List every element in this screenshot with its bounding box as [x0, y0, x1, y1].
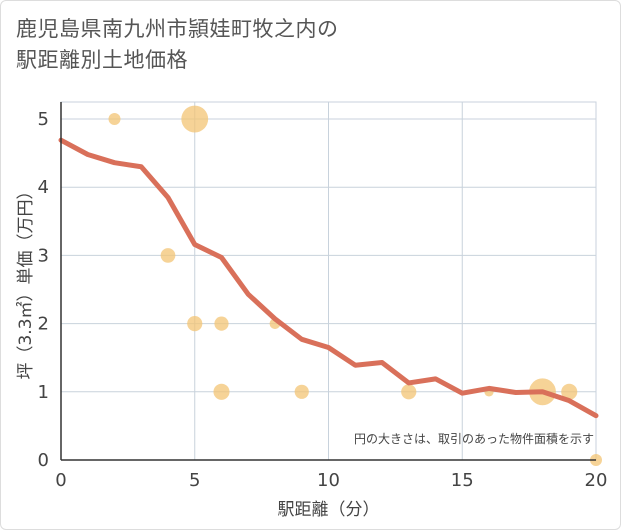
y-tick-label-5: 5 [38, 109, 49, 130]
bubble-size-note: 円の大きさは、取引のあった物件面積を示す [354, 431, 594, 446]
y-tick-label-2: 2 [38, 314, 49, 335]
x-tick-label-20: 20 [585, 470, 608, 491]
bubble-point-6 [213, 383, 230, 400]
bubble-point-8 [401, 384, 417, 400]
bubble-point-7 [294, 384, 309, 399]
bubble-point-1 [181, 105, 209, 133]
chart-title-line2: 駅距離別土地価格 [16, 48, 188, 72]
x-tick-label-15: 15 [451, 470, 474, 491]
bubble-point-4 [214, 316, 229, 331]
chart-title: 鹿児島県南九州市頴娃町牧之内の 駅距離別土地価格 [16, 14, 339, 76]
x-tick-label-10: 10 [317, 470, 340, 491]
x-tick-label-0: 0 [55, 470, 66, 491]
axes [60, 102, 596, 461]
line-series-0 [58, 137, 599, 419]
tick-labels: 0 5 10 15 20 0 1 2 3 4 5 [38, 109, 608, 491]
bubble-point-0 [108, 113, 121, 126]
y-tick-label-3: 3 [38, 245, 49, 266]
line-series [58, 137, 599, 419]
x-tick-label-5: 5 [189, 470, 200, 491]
bubble-series [108, 105, 602, 466]
bubble-point-2 [160, 248, 176, 263]
x-axis-label: 駅距離（分） [278, 500, 380, 520]
chart-title-line1: 鹿児島県南九州市頴娃町牧之内の [16, 17, 339, 41]
y-tick-label-0: 0 [38, 450, 49, 471]
y-tick-label-4: 4 [38, 177, 49, 198]
y-axis-label: 坪（3.3㎡）単価（万円） [16, 182, 36, 379]
y-tick-label-1: 1 [38, 382, 49, 403]
bubble-point-3 [187, 316, 203, 332]
bubble-point-11 [561, 383, 578, 400]
